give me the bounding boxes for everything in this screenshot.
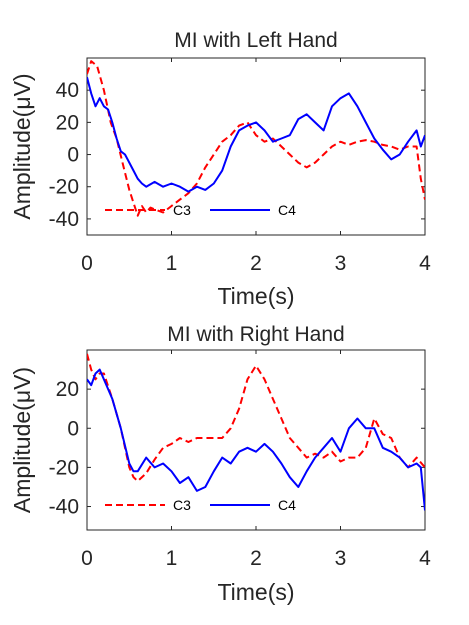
plot-area xyxy=(87,58,425,235)
x-tick-label: 0 xyxy=(81,547,93,570)
x-tick-label: 2 xyxy=(250,547,262,570)
y-tick-label: 20 xyxy=(56,111,79,134)
y-tick-label: -40 xyxy=(49,208,79,231)
x-tick-label: 1 xyxy=(166,252,178,275)
legend-label-c3: C3 xyxy=(173,497,191,513)
x-tick-label: 1 xyxy=(166,547,178,570)
chart-panel-1: MI with Left Hand 0 1 2 3 4 -40 -20 0 20 40 Time(s)… xyxy=(9,29,431,309)
x-tick-label: 4 xyxy=(419,547,431,570)
y-tick-label: -20 xyxy=(49,456,79,479)
x-tick-label: 2 xyxy=(250,252,262,275)
legend-label-c4: C4 xyxy=(278,202,296,218)
x-tick-label: 3 xyxy=(335,252,347,275)
x-tick-label: 3 xyxy=(335,547,347,570)
x-tick-label: 0 xyxy=(81,252,93,275)
legend-label-c4: C4 xyxy=(278,497,296,513)
y-tick-label: 0 xyxy=(67,144,79,167)
plot-area xyxy=(87,350,425,530)
x-axis-label: Time(s) xyxy=(217,283,294,309)
chart-title: MI with Left Hand xyxy=(174,29,337,52)
legend-label-c3: C3 xyxy=(173,202,191,218)
y-tick-label: -20 xyxy=(49,176,79,199)
y-tick-label: -40 xyxy=(49,496,79,519)
y-tick-label: 0 xyxy=(67,417,79,440)
y-axis-label: Amplitude(μV) xyxy=(9,367,35,513)
y-tick-label: 40 xyxy=(56,79,79,102)
x-tick-label: 4 xyxy=(419,252,431,275)
chart-title: MI with Right Hand xyxy=(167,323,344,346)
chart-panel-2: MI with Right Hand 0 1 2 3 4 -40 -20 0 20 Time(s) A… xyxy=(9,323,431,605)
y-tick-label: 20 xyxy=(56,378,79,401)
y-axis-label: Amplitude(μV) xyxy=(9,73,35,219)
x-axis-label: Time(s) xyxy=(217,579,294,605)
